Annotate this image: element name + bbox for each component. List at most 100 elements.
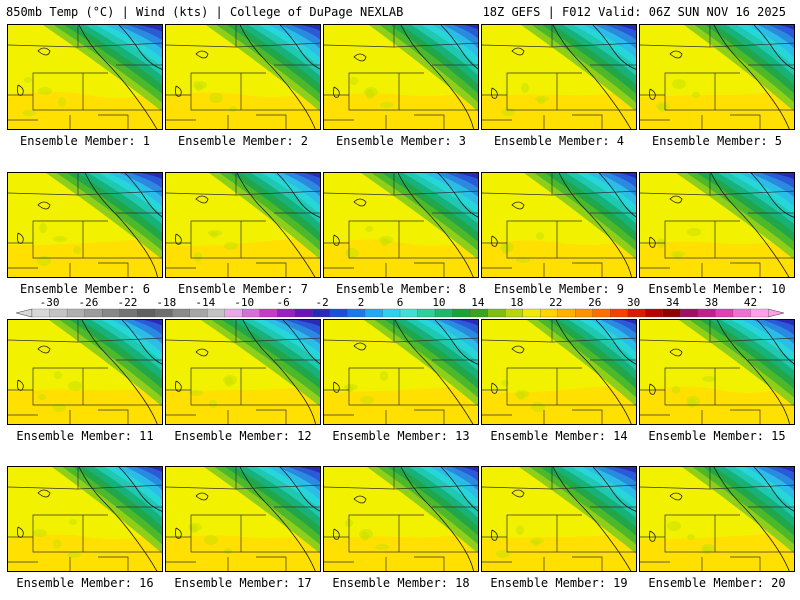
colorbar-segment <box>399 308 418 318</box>
ensemble-member-map <box>7 24 163 130</box>
ensemble-member-label: Ensemble Member: 16 <box>16 576 154 590</box>
ensemble-member-label: Ensemble Member: 6 <box>19 282 151 296</box>
ensemble-member-label: Ensemble Member: 7 <box>177 282 309 296</box>
colorbar-segment <box>224 308 243 318</box>
ensemble-member-map <box>323 319 479 425</box>
ensemble-member-map <box>165 466 321 572</box>
colorbar-tick-label: -10 <box>234 296 254 309</box>
colorbar-segment <box>189 308 208 318</box>
ensemble-member-map <box>639 24 795 130</box>
colorbar-tick-label: 14 <box>471 296 485 309</box>
colorbar-segment <box>66 308 86 318</box>
colorbar-segment <box>172 308 191 318</box>
ensemble-member-map <box>323 466 479 572</box>
colorbar-segment <box>242 308 261 318</box>
colorbar-segment <box>504 308 524 318</box>
colorbar-segment <box>277 308 296 318</box>
ensemble-member-label: Ensemble Member: 13 <box>332 429 470 443</box>
ensemble-member-label: Ensemble Member: 4 <box>493 134 625 148</box>
ensemble-member-label: Ensemble Member: 1 <box>19 134 151 148</box>
colorbar-segment <box>522 308 541 318</box>
colorbar-segment <box>136 308 156 318</box>
colorbar-segment <box>487 308 506 318</box>
temperature-field-map <box>324 25 478 129</box>
colorbar-segment <box>592 308 611 318</box>
ensemble-member-label: Ensemble Member: 14 <box>490 429 628 443</box>
colorbar-tick-label: 26 <box>588 296 601 309</box>
colorbar-segment <box>557 308 576 318</box>
colorbar-tick-label: -30 <box>40 296 60 309</box>
ensemble-member-label: Ensemble Member: 12 <box>174 429 312 443</box>
colorbar-segment <box>715 308 734 318</box>
colorbar-segment <box>207 308 226 318</box>
ensemble-member-map <box>323 24 479 130</box>
colorbar-segment <box>31 308 50 318</box>
ensemble-member-label: Ensemble Member: 5 <box>651 134 783 148</box>
temperature-field-map <box>8 467 162 571</box>
colorbar-tick-label: 34 <box>666 296 680 309</box>
ensemble-member-map <box>165 172 321 278</box>
temperature-field-map <box>640 25 794 129</box>
ensemble-member-label: Ensemble Member: 3 <box>335 134 467 148</box>
temperature-field-map <box>8 25 162 129</box>
temperature-field-map <box>324 320 478 424</box>
ensemble-member-map <box>165 319 321 425</box>
temperature-field-map <box>324 467 478 571</box>
ensemble-member-label: Ensemble Member: 19 <box>490 576 628 590</box>
temperature-field-map <box>640 467 794 571</box>
temperature-field-map <box>166 25 320 129</box>
map-title: 850mb Temp (°C) | Wind (kts) | College o… <box>6 5 404 19</box>
ensemble-member-map <box>7 466 163 572</box>
ensemble-member-map <box>481 172 637 278</box>
colorbar-tick-label: -2 <box>315 296 328 309</box>
colorbar-segment <box>610 308 629 318</box>
colorbar-segment <box>49 308 68 318</box>
colorbar-segment <box>154 308 173 318</box>
colorbar-segment <box>364 308 383 318</box>
temperature-field-map <box>324 173 478 277</box>
ensemble-member-label: Ensemble Member: 17 <box>174 576 312 590</box>
ensemble-member-map <box>165 24 321 130</box>
temperature-field-map <box>482 467 636 571</box>
temperature-field-map <box>166 320 320 424</box>
colorbar-tick-label: -22 <box>117 296 137 309</box>
temperature-field-map <box>482 25 636 129</box>
colorbar-tick-label: 30 <box>627 296 640 309</box>
ensemble-member-label: Ensemble Member: 2 <box>177 134 309 148</box>
colorbar-segment <box>347 308 366 318</box>
ensemble-member-label: Ensemble Member: 15 <box>648 429 786 443</box>
colorbar-tick-label: 42 <box>744 296 757 309</box>
colorbar-high-arrow <box>767 308 785 318</box>
colorbar-tick-label: -26 <box>79 296 99 309</box>
temperature-field-map <box>8 320 162 424</box>
ensemble-member-map <box>481 466 637 572</box>
ensemble-member-label: Ensemble Member: 11 <box>16 429 154 443</box>
colorbar-segment <box>645 308 664 318</box>
ensemble-member-map <box>7 172 163 278</box>
colorbar-segment <box>575 308 594 318</box>
ensemble-member-map <box>639 319 795 425</box>
colorbar-tick-label: 22 <box>549 296 562 309</box>
colorbar-tick-label: 10 <box>432 296 445 309</box>
temperature-field-map <box>482 320 636 424</box>
ensemble-member-label: Ensemble Member: 8 <box>335 282 467 296</box>
colorbar-segment <box>417 308 436 318</box>
temperature-field-map <box>166 173 320 277</box>
temperature-field-map <box>640 173 794 277</box>
colorbar-segment <box>680 308 699 318</box>
colorbar-low-arrow <box>15 308 33 318</box>
ensemble-member-map <box>481 319 637 425</box>
colorbar-tick-label: -6 <box>277 296 290 309</box>
colorbar-tick-label: -18 <box>156 296 176 309</box>
colorbar-segment <box>312 308 331 318</box>
colorbar-segment <box>101 308 121 318</box>
temperature-field-map <box>8 173 162 277</box>
ensemble-member-label: Ensemble Member: 20 <box>648 576 786 590</box>
ensemble-member-map <box>323 172 479 278</box>
ensemble-member-label: Ensemble Member: 10 <box>648 282 786 296</box>
colorbar-segment <box>382 308 401 318</box>
colorbar-tick-label: 38 <box>705 296 718 309</box>
colorbar-segment <box>119 308 138 318</box>
ensemble-member-map <box>639 466 795 572</box>
ensemble-member-label: Ensemble Member: 9 <box>493 282 625 296</box>
